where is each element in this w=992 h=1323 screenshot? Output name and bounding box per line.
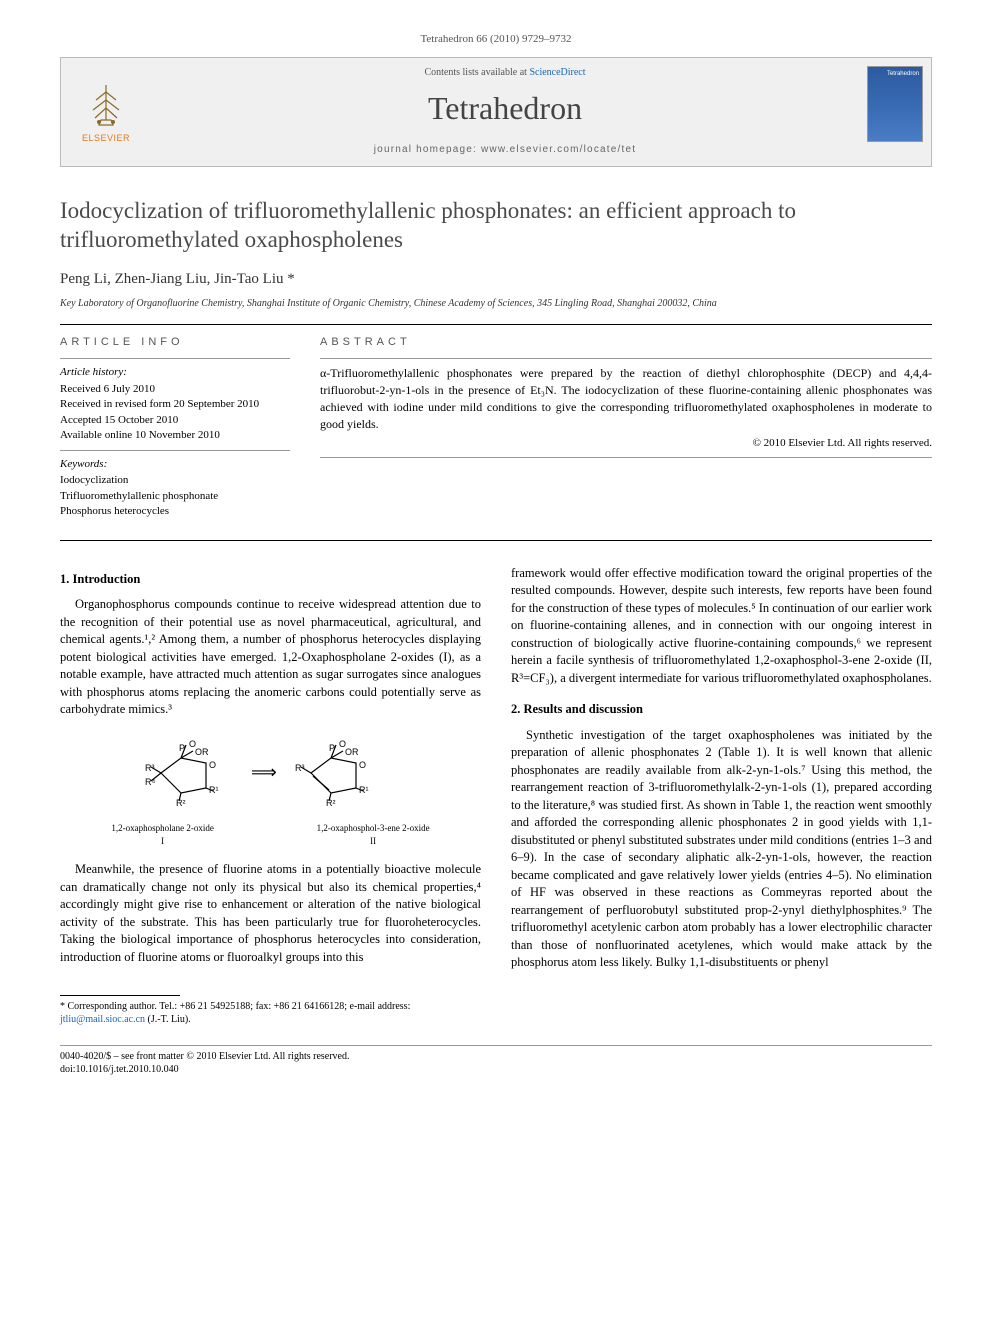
section-2-para-1: Synthetic investigation of the target ox… (511, 727, 932, 972)
section-1-para-1: Organophosphorus compounds continue to r… (60, 596, 481, 719)
section-1-heading: 1. Introduction (60, 571, 481, 589)
homepage-url: www.elsevier.com/locate/tet (481, 144, 636, 155)
keywords-label: Keywords: (60, 457, 290, 472)
page-footer: 0040-4020/$ – see front matter © 2010 El… (60, 1045, 932, 1077)
homepage-prefix: journal homepage: (374, 144, 481, 155)
keyword-item: Trifluoromethylallenic phosphonate (60, 489, 290, 504)
abstract-copyright: © 2010 Elsevier Ltd. All rights reserved… (320, 436, 932, 451)
title-separator (60, 324, 932, 325)
journal-cover-thumbnail: Tetrahedron (867, 66, 923, 142)
footer-left: 0040-4020/$ – see front matter © 2010 El… (60, 1050, 349, 1077)
chem-caption-right: 1,2-oxaphosphol-3-ene 2-oxide II (317, 822, 430, 847)
svg-text:O: O (359, 760, 366, 770)
article-title: Iodocyclization of trifluoromethylalleni… (60, 197, 932, 255)
keyword-item: Phosphorus heterocycles (60, 504, 290, 519)
corresponding-author-footnote: * Corresponding author. Tel.: +86 21 549… (60, 1000, 479, 1027)
footer-doi: doi:10.1016/j.tet.2010.10.040 (60, 1063, 349, 1077)
chem-roman-right: II (317, 835, 430, 848)
chem-caption-left: 1,2-oxaphospholane 2-oxide I (111, 822, 213, 847)
journal-name: Tetrahedron (161, 87, 849, 130)
abstract-block: ABSTRACT α-Trifluoromethylallenic phosph… (320, 335, 932, 519)
info-abstract-row: ARTICLE INFO Article history: Received 6… (60, 335, 932, 519)
article-info-header: ARTICLE INFO (60, 335, 290, 350)
author-list: Peng Li, Zhen-Jiang Liu, Jin-Tao Liu * (60, 269, 932, 289)
sciencedirect-link[interactable]: ScienceDirect (529, 67, 585, 78)
svg-text:R²: R² (326, 798, 336, 808)
section-1-para-2: Meanwhile, the presence of fluorine atom… (60, 861, 481, 966)
chem-caption-row: 1,2-oxaphospholane 2-oxide I 1,2-oxaphos… (60, 822, 481, 847)
abstract-subsep-2 (320, 457, 932, 458)
cover-thumb-label: Tetrahedron (887, 70, 919, 78)
history-label: Article history: (60, 365, 290, 380)
history-item: Received 6 July 2010 (60, 382, 290, 397)
chem-caption-right-text: 1,2-oxaphosphol-3-ene 2-oxide (317, 822, 430, 835)
body-top-separator (60, 540, 932, 541)
elsevier-tree-icon (81, 80, 131, 130)
chemical-scheme: P O OR O R³ R⁴ R² R¹ ⟹ P O (60, 733, 481, 848)
corr-author-email-link[interactable]: jtliu@mail.sioc.ac.cn (60, 1014, 145, 1025)
journal-header-box: ELSEVIER Contents lists available at Sci… (60, 57, 932, 167)
journal-cover-block: Tetrahedron (859, 58, 931, 166)
footnote-suffix: (J.-T. Liu). (145, 1014, 191, 1025)
publisher-logo-label: ELSEVIER (82, 132, 130, 144)
history-item: Received in revised form 20 September 20… (60, 397, 290, 412)
chem-caption-left-text: 1,2-oxaphospholane 2-oxide (111, 822, 213, 835)
contents-prefix: Contents lists available at (424, 67, 529, 78)
svg-text:R²: R² (176, 798, 186, 808)
keyword-item: Iodocyclization (60, 473, 290, 488)
contents-list-line: Contents lists available at ScienceDirec… (161, 66, 849, 80)
footnote-separator (60, 995, 180, 996)
svg-text:⟹: ⟹ (251, 762, 277, 782)
svg-text:OR: OR (345, 747, 359, 757)
info-subsep-2 (60, 450, 290, 451)
section-1-para-3-cont: framework would offer effective modifica… (511, 565, 932, 688)
chem-roman-left: I (111, 835, 213, 848)
abstract-text: α-Trifluoromethylallenic phosphonates we… (320, 365, 932, 432)
svg-text:O: O (209, 760, 216, 770)
history-item: Available online 10 November 2010 (60, 428, 290, 443)
svg-text:OR: OR (195, 747, 209, 757)
history-item: Accepted 15 October 2010 (60, 413, 290, 428)
info-subsep-1 (60, 358, 290, 359)
footer-copyright: 0040-4020/$ – see front matter © 2010 El… (60, 1050, 349, 1064)
abstract-header: ABSTRACT (320, 335, 932, 350)
abstract-subsep (320, 358, 932, 359)
header-center: Contents lists available at ScienceDirec… (151, 58, 859, 166)
publisher-logo-block: ELSEVIER (61, 58, 151, 166)
journal-homepage-line: journal homepage: www.elsevier.com/locat… (161, 143, 849, 157)
citation-line: Tetrahedron 66 (2010) 9729–9732 (60, 32, 932, 47)
footnote-text: * Corresponding author. Tel.: +86 21 549… (60, 1001, 410, 1012)
article-info-block: ARTICLE INFO Article history: Received 6… (60, 335, 290, 519)
affiliation: Key Laboratory of Organofluorine Chemist… (60, 297, 932, 311)
section-2-heading: 2. Results and discussion (511, 701, 932, 719)
body-two-column: 1. Introduction Organophosphorus compoun… (60, 565, 932, 975)
